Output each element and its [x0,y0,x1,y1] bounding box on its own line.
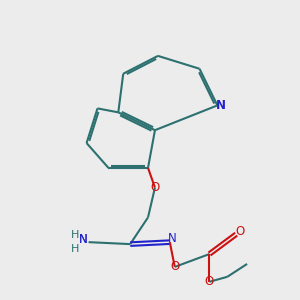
Text: N: N [216,99,226,112]
Text: N: N [79,233,88,246]
Text: H: H [71,244,80,254]
Text: O: O [170,260,179,273]
Text: N: N [167,232,176,245]
Text: O: O [205,275,214,288]
Text: N: N [79,233,88,246]
Text: H: H [71,230,80,240]
Text: O: O [235,225,244,238]
Text: O: O [150,181,160,194]
